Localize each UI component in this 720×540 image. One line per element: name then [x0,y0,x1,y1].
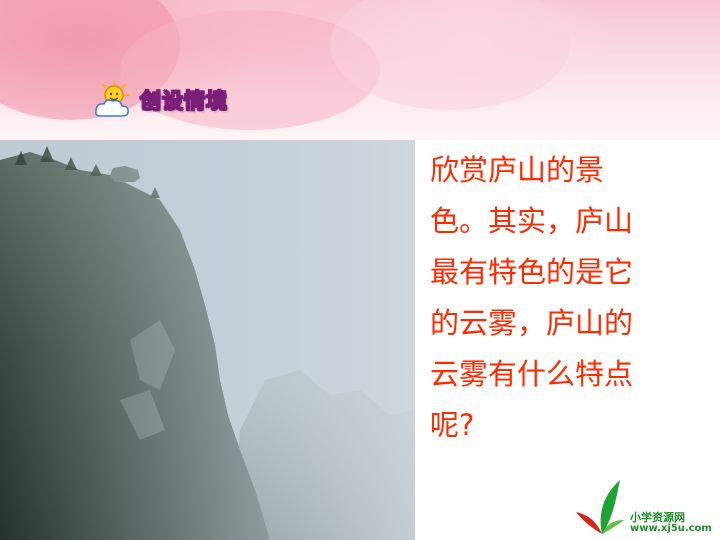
question-text: 欣赏庐山的景 色。其实，庐山 最有特色的是它 的云雾，庐山的 云雾有什么特点 呢… [430,145,670,451]
mountain-fog-photo [0,140,415,540]
question-line: 云雾有什么特点 [430,357,634,391]
question-line: 色。其实，庐山 [430,204,634,238]
watermark-site-name: 小学资源网 [630,511,685,524]
question-line: 最有特色的是它 [430,255,634,289]
section-title-text: 创设情境 [140,89,228,114]
watermark-site-url: www.xj5u.com [630,523,712,534]
sun-cloud-icon [95,81,130,117]
question-line: 欣赏庐山的景 [430,153,605,187]
petal-decoration [330,0,570,110]
mountain-fog-image [0,140,415,540]
section-title: 创设情境 [92,80,228,120]
question-line: 的云雾，庐山的 [430,306,634,340]
question-line: 呢? [430,408,475,442]
leaf-logo-icon [576,480,624,534]
